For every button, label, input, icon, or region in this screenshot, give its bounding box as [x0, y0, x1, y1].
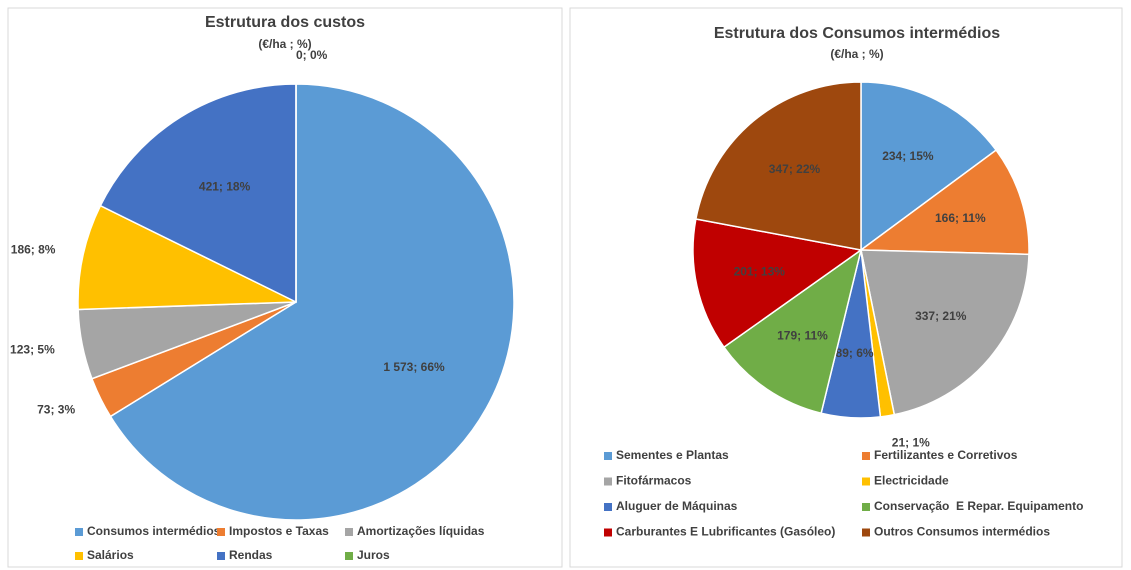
data-label: 89; 6%	[836, 346, 874, 360]
legend-swatch	[217, 528, 225, 536]
legend-label: Consumos intermédios	[87, 524, 221, 538]
legend-label: Outros Consumos intermédios	[874, 525, 1050, 539]
legend-swatch	[862, 477, 870, 486]
legend-swatch	[604, 452, 612, 460]
data-label: 123; 5%	[10, 342, 55, 356]
pie-slice	[109, 83, 515, 521]
data-label: 179; 11%	[777, 328, 828, 342]
data-label: 201; 13%	[734, 264, 786, 278]
legend-label: Sementes e Plantas	[616, 448, 729, 462]
legend-swatch	[604, 528, 612, 537]
legend-label: Conservação E Repar. Equipamento	[874, 499, 1083, 513]
legend-label: Impostos e Taxas	[229, 524, 329, 538]
legend-swatch	[217, 552, 225, 560]
data-label: 347; 22%	[769, 162, 821, 176]
chart-title: Estrutura dos custos	[205, 14, 365, 31]
legend-label: Fitofármacos	[616, 474, 692, 488]
legend-swatch	[75, 552, 83, 560]
data-label: 0; 0%	[296, 48, 328, 62]
pie-slice	[860, 249, 1030, 416]
legend-swatch	[345, 552, 353, 560]
data-label: 421; 18%	[199, 179, 251, 193]
legend-swatch	[862, 528, 870, 537]
legend-label: Fertilizantes e Corretivos	[874, 448, 1018, 462]
legend-swatch	[345, 528, 353, 536]
legend-swatch	[862, 503, 870, 511]
data-label: 21; 1%	[892, 436, 930, 450]
pie-slice	[692, 218, 863, 349]
legend-label: Electricidade	[874, 474, 949, 488]
pie-slice	[858, 149, 1030, 256]
legend-swatch	[604, 477, 612, 486]
chart-subtitle: (€/ha ; %)	[830, 47, 883, 61]
pie-slice	[99, 83, 297, 304]
legend-label: Aluguer de Máquinas	[616, 499, 738, 513]
legend-label: Carburantes E Lubrificantes (Gasóleo)	[616, 525, 835, 539]
data-label: 1 573; 66%	[383, 360, 445, 374]
legend-label: Salários	[87, 548, 134, 562]
data-label: 73; 3%	[37, 403, 75, 417]
data-label: 337; 21%	[915, 309, 967, 323]
pie-slice	[722, 248, 863, 415]
pie-slice	[695, 81, 862, 251]
chart-title: Estrutura dos Consumos intermédios	[714, 25, 1000, 42]
legend-swatch	[862, 452, 870, 460]
pie-slice	[77, 204, 297, 311]
legend-swatch	[75, 528, 83, 536]
legend-swatch	[604, 503, 612, 511]
data-label: 186; 8%	[11, 243, 56, 257]
chart-subtitle: (€/ha ; %)	[258, 37, 311, 51]
legend-label: Rendas	[229, 548, 273, 562]
legend-label: Juros	[357, 548, 390, 562]
pie-slice	[860, 81, 998, 252]
legend-label: Amortizações líquidas	[357, 524, 485, 538]
data-label: 166; 11%	[935, 211, 986, 225]
data-label: 234; 15%	[882, 149, 934, 163]
